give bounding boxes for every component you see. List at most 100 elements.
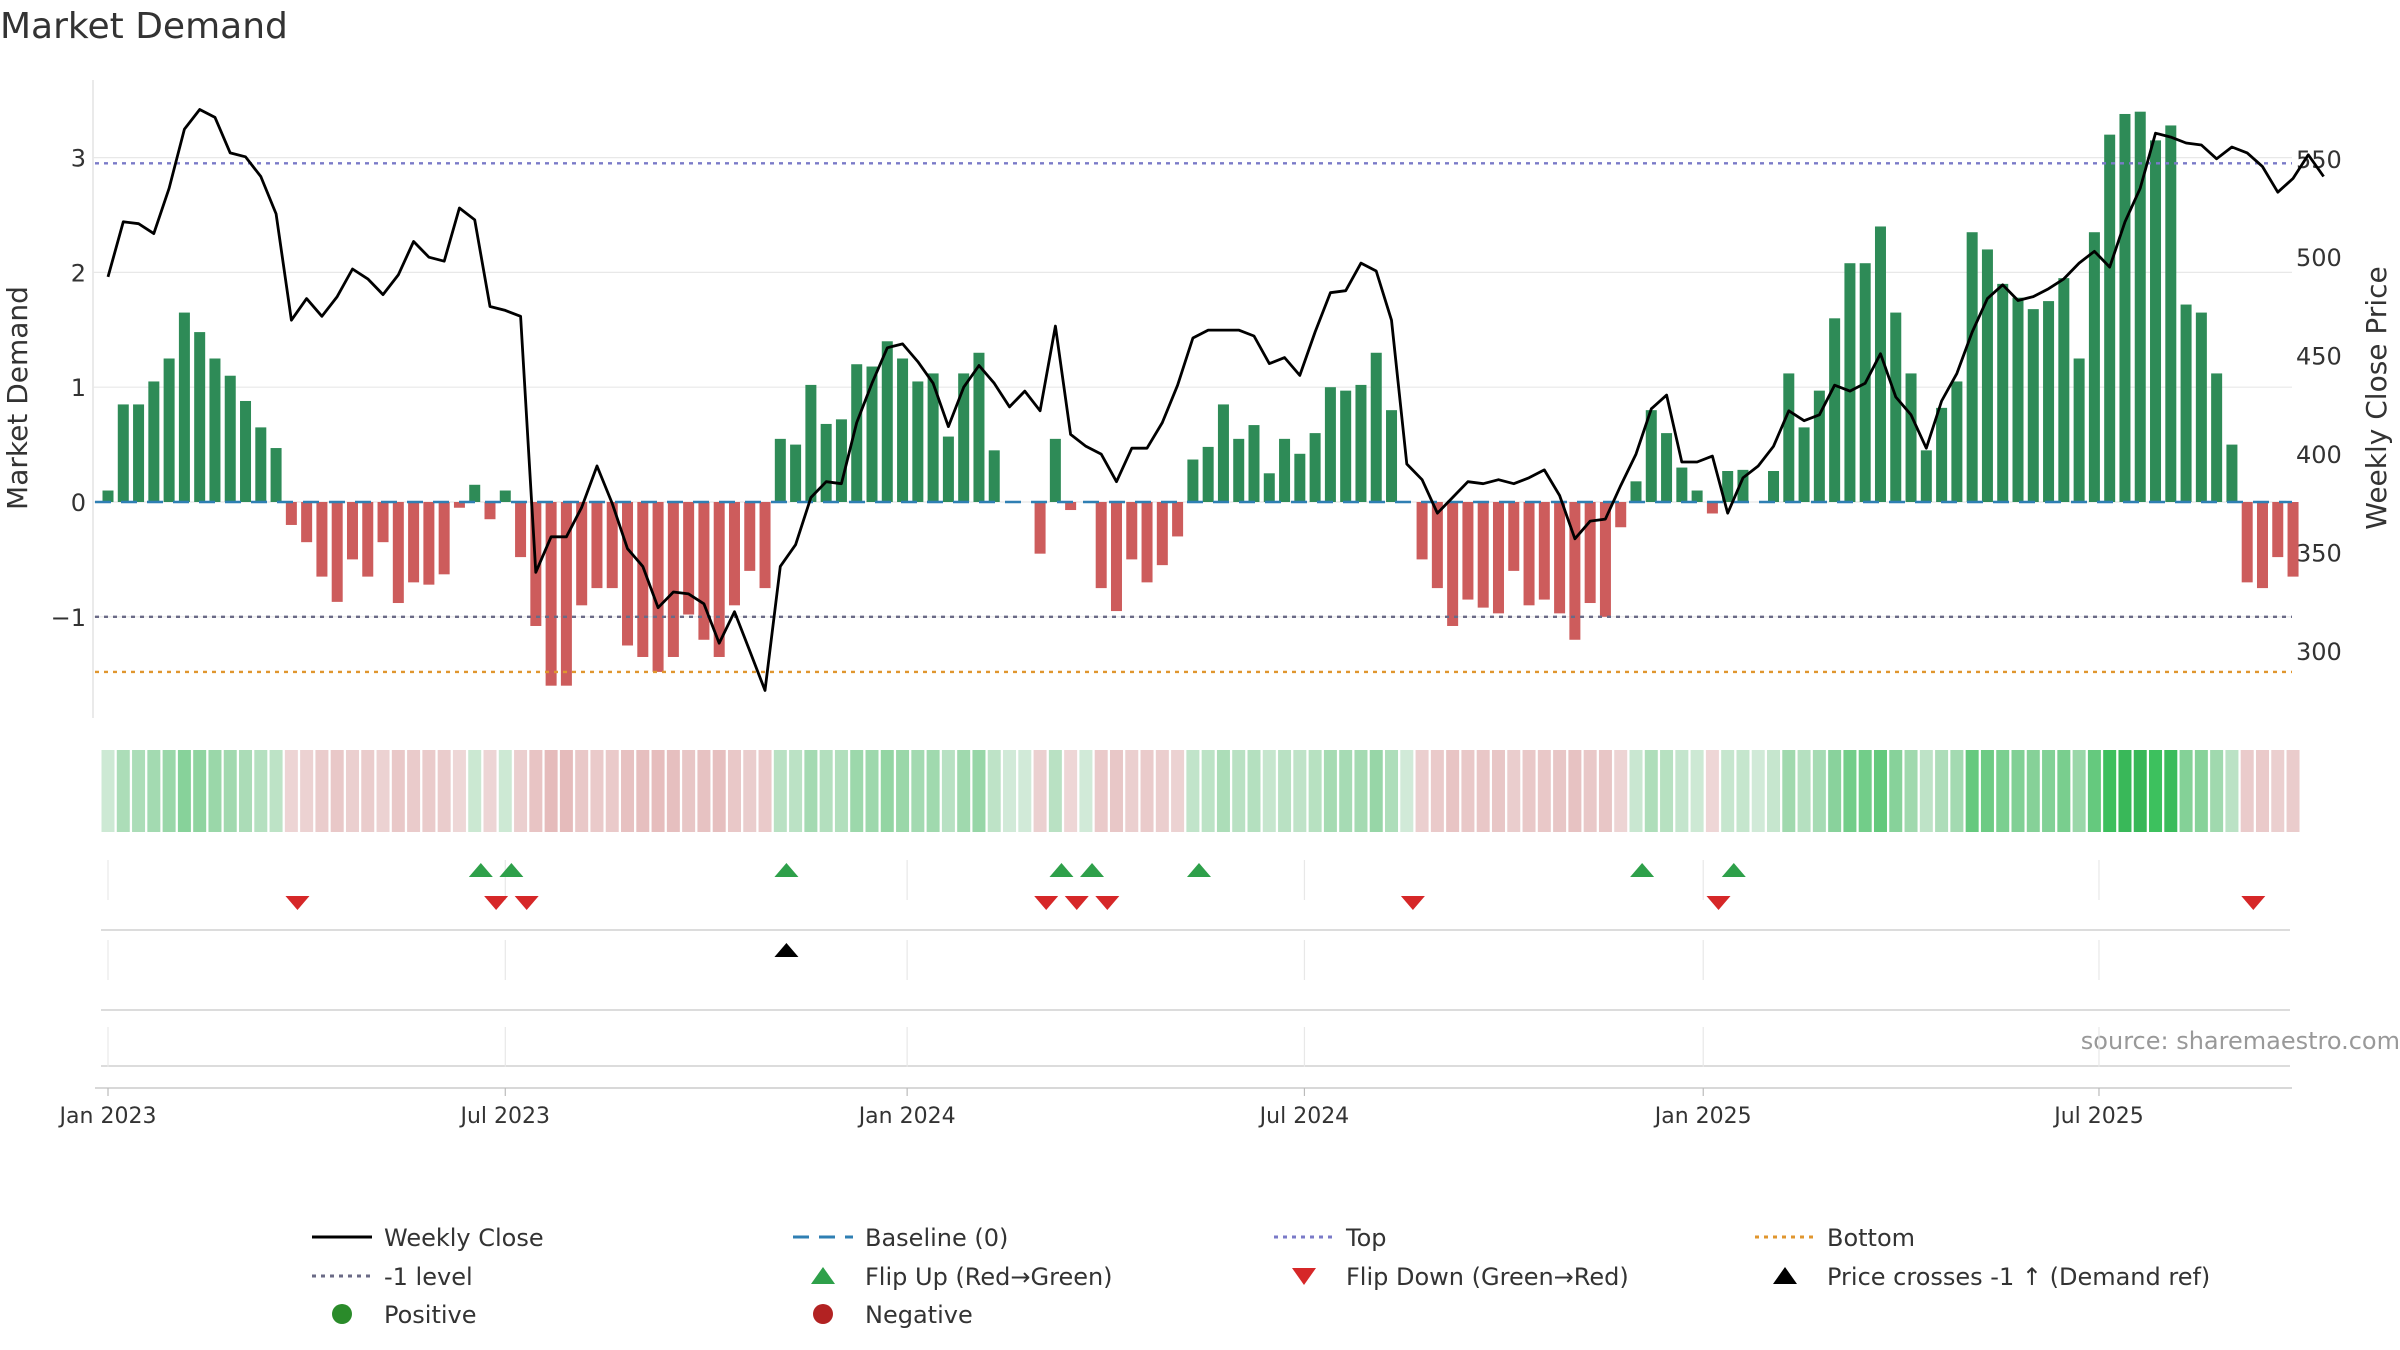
demand-bar-positive xyxy=(774,438,786,502)
x-tick-label: Jul 2025 xyxy=(2052,1104,2144,1129)
heat-strip-cell xyxy=(208,750,222,832)
heat-strip-cell xyxy=(1507,750,1521,832)
demand-bar-positive xyxy=(1905,373,1917,502)
legend-label: Baseline (0) xyxy=(865,1224,1008,1252)
demand-bar-negative xyxy=(698,502,710,640)
demand-bar-negative xyxy=(1554,502,1566,614)
demand-bar-positive xyxy=(1936,407,1948,502)
heat-strip-cell xyxy=(1629,750,1643,832)
demand-bar-negative xyxy=(1569,502,1581,640)
demand-bar-negative xyxy=(1065,502,1077,511)
heat-strip-cell xyxy=(1308,750,1322,832)
demand-bar-positive xyxy=(942,436,954,502)
legend-label: Flip Down (Green→Red) xyxy=(1346,1263,1629,1291)
heat-strip-cell xyxy=(2286,750,2300,832)
heat-strip-cell xyxy=(1064,750,1078,832)
heat-strip-cell xyxy=(1232,750,1246,832)
demand-bar-positive xyxy=(805,384,817,502)
demand-bar-positive xyxy=(1966,232,1978,502)
heat-strip-cell xyxy=(2149,750,2163,832)
demand-bar-positive xyxy=(1981,249,1993,502)
heat-strip-cell xyxy=(315,750,329,832)
demand-bar-positive xyxy=(1049,438,1061,502)
heat-strip-cell xyxy=(1675,750,1689,832)
heat-strip-cell xyxy=(1751,750,1765,832)
demand-bar-positive xyxy=(1294,453,1306,502)
y-tick-label-left: 0 xyxy=(71,489,86,517)
demand-bar-positive xyxy=(1951,381,1963,502)
heat-strip-cell xyxy=(162,750,176,832)
demand-bar-negative xyxy=(713,502,725,657)
demand-bar-negative xyxy=(560,502,572,686)
heat-strip-cell xyxy=(1797,750,1811,832)
heat-strip-cell xyxy=(1385,750,1399,832)
heat-strip-cell xyxy=(116,750,130,832)
heat-strip-cell xyxy=(590,750,604,832)
demand-bar-negative xyxy=(484,502,496,520)
flip-down-marker xyxy=(1064,896,1089,910)
demand-bar-positive xyxy=(1676,467,1688,502)
demand-bar-positive xyxy=(2012,297,2024,502)
heat-strip-cell xyxy=(1446,750,1460,832)
heat-strip-cell xyxy=(1216,750,1230,832)
heat-strip-cell xyxy=(468,750,482,832)
heat-strip-cell xyxy=(636,750,650,832)
heat-strip-cell xyxy=(1919,750,1933,832)
heat-strip-cell xyxy=(2057,750,2071,832)
heat-strip-cell xyxy=(1491,750,1505,832)
demand-bar-negative xyxy=(1599,502,1611,617)
heat-strip-cell xyxy=(1598,750,1612,832)
demand-bar-negative xyxy=(2241,502,2253,583)
heat-strip-cell xyxy=(789,750,803,832)
y-tick-label-left: 2 xyxy=(71,259,86,287)
flip-down-marker xyxy=(1095,896,1120,910)
flip-up-marker xyxy=(468,863,493,877)
heat-strip-cell xyxy=(1400,750,1414,832)
heat-strip-cell xyxy=(896,750,910,832)
heat-strip-cell xyxy=(193,750,207,832)
heat-strip-cell xyxy=(1843,750,1857,832)
demand-bar-positive xyxy=(1355,384,1367,502)
heat-strip-cell xyxy=(2042,750,2056,832)
demand-bar-positive xyxy=(2027,309,2039,502)
demand-bar-negative xyxy=(346,502,358,560)
heat-strip-cell xyxy=(621,750,635,832)
legend-label: -1 level xyxy=(384,1263,473,1291)
demand-bar-negative xyxy=(2256,502,2268,589)
heat-strip-cell xyxy=(2225,750,2239,832)
heat-strip-cell xyxy=(1109,750,1123,832)
demand-bar-negative xyxy=(1110,502,1122,612)
heat-strip-cell xyxy=(1583,750,1597,832)
flip-down-marker xyxy=(2241,896,2266,910)
demand-bar-positive xyxy=(835,419,847,502)
source-annotation: source: sharemaestro.com xyxy=(2081,1027,2400,1055)
heat-strip-cell xyxy=(2255,750,2269,832)
demand-bar-positive xyxy=(255,427,267,502)
flip-down-marker xyxy=(1034,896,1059,910)
demand-bar-negative xyxy=(331,502,343,602)
heat-strip-cell xyxy=(2240,750,2254,832)
demand-bar-positive xyxy=(1187,459,1199,502)
heat-strip-cell xyxy=(2026,750,2040,832)
demand-bar-positive xyxy=(1890,312,1902,502)
demand-bar-positive xyxy=(2119,113,2131,502)
demand-bar-positive xyxy=(2134,111,2146,503)
heat-strip-cell xyxy=(376,750,390,832)
heat-strip-cell xyxy=(957,750,971,832)
demand-bar-positive xyxy=(1202,446,1214,502)
demand-bar-positive xyxy=(1370,352,1382,502)
demand-bar-positive xyxy=(1691,490,1703,502)
heat-strip-cell xyxy=(1812,750,1826,832)
demand-bar-negative xyxy=(1416,502,1428,560)
demand-bar-negative xyxy=(728,502,740,606)
heat-strip-cell xyxy=(284,750,298,832)
demand-bar-positive xyxy=(958,373,970,502)
demand-bar-positive xyxy=(1874,226,1886,503)
demand-bar-negative xyxy=(423,502,435,585)
y-tick-label-right: 300 xyxy=(2296,638,2342,666)
flip-up-marker xyxy=(774,863,799,877)
x-tick-label: Jan 2023 xyxy=(58,1104,157,1129)
heat-strip-cell xyxy=(1171,750,1185,832)
demand-bar-negative xyxy=(545,502,557,686)
heat-strip-cell xyxy=(1140,750,1154,832)
